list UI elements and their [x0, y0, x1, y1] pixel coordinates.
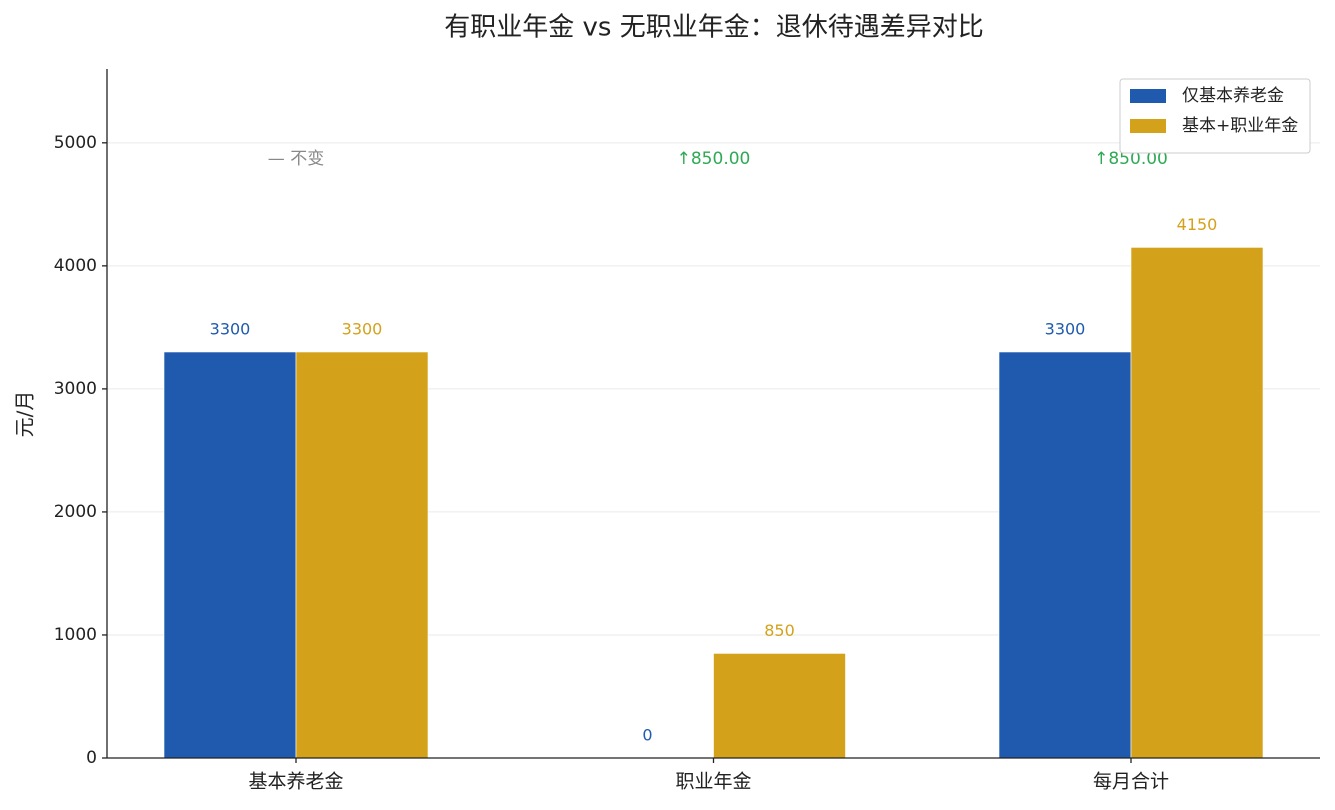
legend-label: 基本+职业年金 — [1182, 116, 1298, 136]
bar — [163, 351, 297, 759]
y-tick-label: 4000 — [54, 256, 97, 276]
y-tick-label: 2000 — [54, 502, 97, 522]
y-tick-label: 1000 — [54, 625, 97, 645]
bar — [1130, 247, 1264, 759]
legend-swatch — [1130, 119, 1166, 133]
annotation: ↑850.00 — [677, 149, 751, 169]
y-tick-label: 0 — [86, 748, 97, 768]
annotation: — 不变 — [268, 149, 324, 169]
x-tick-label: 每月合计 — [1093, 771, 1169, 793]
y-axis-label: 元/月 — [13, 391, 37, 438]
value-label: 3300 — [1045, 319, 1086, 338]
value-label: 4150 — [1177, 215, 1218, 234]
bar — [295, 351, 429, 759]
legend-box — [1119, 78, 1311, 154]
bar — [998, 351, 1132, 759]
value-label: 850 — [764, 621, 795, 640]
y-tick-label: 5000 — [54, 133, 97, 153]
value-label: 3300 — [210, 319, 251, 338]
legend-swatch — [1130, 89, 1166, 103]
y-tick-label: 3000 — [54, 379, 97, 399]
annotation: ↑850.00 — [1094, 149, 1168, 169]
bar — [713, 653, 846, 759]
x-tick-label: 职业年金 — [675, 771, 751, 793]
value-label: 3300 — [342, 319, 383, 338]
legend-label: 仅基本养老金 — [1182, 86, 1284, 106]
chart-title: 有职业年金 vs 无职业年金：退休待遇差异对比 — [444, 13, 983, 43]
x-tick-label: 基本养老金 — [248, 771, 343, 793]
value-label: 0 — [642, 726, 652, 745]
